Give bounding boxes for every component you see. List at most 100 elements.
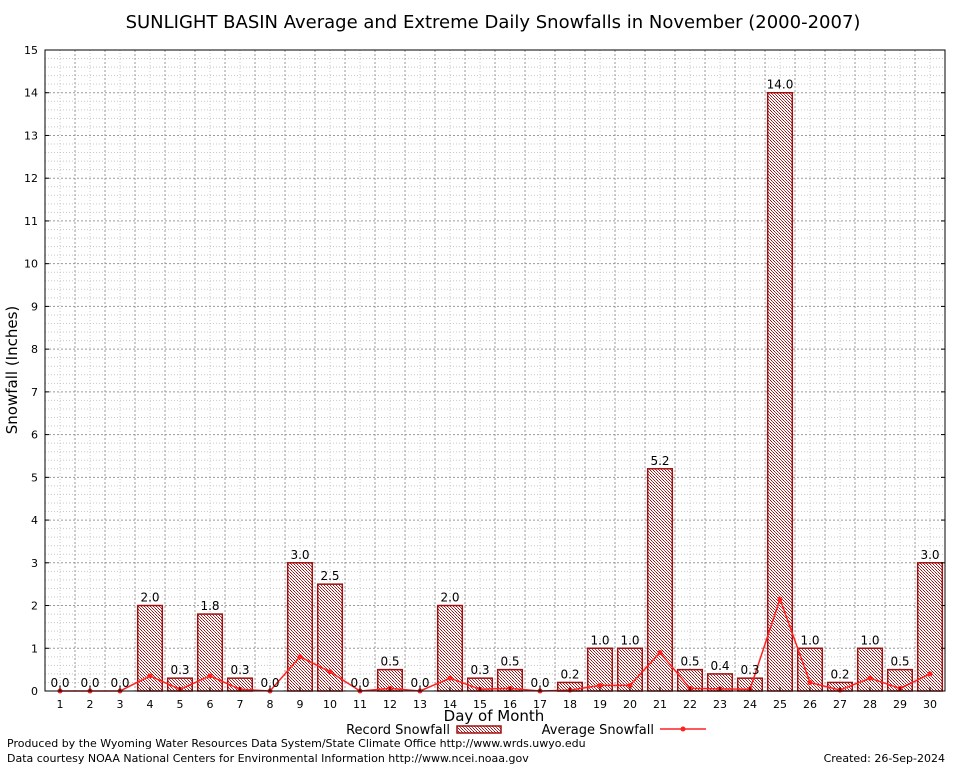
- record-bar-label: 0.2: [560, 667, 579, 681]
- plot-frame: [44, 49, 946, 692]
- y-tick-label: 1: [31, 642, 38, 655]
- average-point: [147, 673, 153, 679]
- x-tick-label: 9: [297, 698, 304, 711]
- record-bar: [646, 468, 674, 692]
- x-tick-label: 16: [503, 698, 517, 711]
- x-tick-label: 4: [147, 698, 154, 711]
- y-tick-label: 13: [24, 129, 38, 142]
- record-bar-label: 14.0: [767, 78, 794, 92]
- x-tick-label: 18: [563, 698, 577, 711]
- y-tick-label: 14: [24, 87, 38, 100]
- record-bar-label: 0.0: [410, 676, 429, 690]
- legend-record-swatch: [456, 725, 502, 734]
- y-tick-label: 9: [31, 300, 38, 313]
- x-tick-label: 2: [87, 698, 94, 711]
- record-bar-label: 0.3: [470, 663, 489, 677]
- x-tick-label: 28: [863, 698, 877, 711]
- y-axis-label: Snowfall (Inches): [3, 306, 21, 434]
- x-tick-label: 24: [743, 698, 757, 711]
- record-bar-label: 0.0: [260, 676, 279, 690]
- x-tick-label: 20: [623, 698, 637, 711]
- record-bar-label: 2.5: [320, 569, 339, 583]
- y-tick-label: 12: [24, 172, 38, 185]
- record-bar-label: 0.3: [740, 663, 759, 677]
- average-point: [627, 682, 633, 688]
- record-bar-label: 0.5: [380, 655, 399, 669]
- x-tick-label: 21: [653, 698, 667, 711]
- record-bar-label: 0.0: [50, 676, 69, 690]
- average-point: [927, 671, 933, 677]
- x-tick-label: 22: [683, 698, 697, 711]
- record-bar: [316, 583, 344, 692]
- x-tick-label: 30: [923, 698, 937, 711]
- record-bar-label: 3.0: [290, 548, 309, 562]
- legend: Record Snowfall Average Snowfall: [346, 723, 706, 738]
- record-bar-label: 0.4: [710, 659, 729, 673]
- grid: [45, 50, 945, 691]
- average-point: [207, 673, 213, 679]
- x-tick-label: 3: [117, 698, 124, 711]
- y-tick-label: 11: [24, 215, 38, 228]
- footer-created: Created: 26-Sep-2024: [823, 752, 945, 765]
- y-tick-label: 3: [31, 557, 38, 570]
- bars: [136, 91, 944, 692]
- x-axis-label: Day of Month: [444, 707, 545, 725]
- y-tick-label: 15: [24, 44, 38, 57]
- record-bar-label: 0.5: [890, 655, 909, 669]
- record-bar-label: 0.3: [230, 663, 249, 677]
- x-tick-label: 1: [57, 698, 64, 711]
- record-bar-label: 1.8: [200, 599, 219, 613]
- x-tick-label: 23: [713, 698, 727, 711]
- chart-title: SUNLIGHT BASIN Average and Extreme Daily…: [126, 12, 861, 33]
- average-series-line: [60, 596, 931, 692]
- y-tick-label: 8: [31, 343, 38, 356]
- record-bar-label: 0.3: [170, 663, 189, 677]
- record-bar-label: 0.5: [680, 655, 699, 669]
- record-bar-label: 0.0: [350, 676, 369, 690]
- legend-record-label: Record Snowfall: [346, 723, 450, 738]
- x-tick-label: 15: [473, 698, 487, 711]
- average-point: [597, 682, 603, 688]
- x-axis-ticks: 1 2 3 4 5 6 7 8 9 10 11 12 13 14 15 16 17 18 19 20 21 22 23 24 2…: [57, 687, 937, 711]
- y-tick-label: 2: [31, 600, 38, 613]
- y-tick-label: 5: [31, 471, 38, 484]
- x-tick-label: 19: [593, 698, 607, 711]
- record-bar-label: 2.0: [440, 591, 459, 605]
- footer-courtesy: Data courtesy NOAA National Centers for …: [7, 752, 529, 765]
- record-bar-label: 2.0: [140, 591, 159, 605]
- record-bar-label: 0.5: [500, 655, 519, 669]
- x-tick-label: 25: [773, 698, 787, 711]
- average-point: [777, 596, 783, 602]
- record-bar: [286, 562, 314, 692]
- x-tick-label: 11: [353, 698, 367, 711]
- legend-average-marker: [680, 726, 686, 732]
- x-tick-label: 12: [383, 698, 397, 711]
- average-point: [297, 654, 303, 660]
- record-bar-label: 0.2: [830, 667, 849, 681]
- average-point: [807, 679, 813, 685]
- x-tick-label: 10: [323, 698, 337, 711]
- record-bar-label: 5.2: [650, 454, 669, 468]
- average-point: [447, 675, 453, 681]
- x-tick-label: 8: [267, 698, 274, 711]
- record-bar: [856, 647, 884, 692]
- x-tick-label: 13: [413, 698, 427, 711]
- record-bar-label: 1.0: [590, 633, 609, 647]
- average-point: [327, 669, 333, 675]
- x-tick-label: 7: [237, 698, 244, 711]
- x-tick-label: 5: [177, 698, 184, 711]
- bar-labels: 0.0 0.0 0.0 2.0 0.3 1.8 0.3 0.0 3.0 2.5 0.0 0.5 0.0 2…: [50, 78, 939, 690]
- x-tick-label: 27: [833, 698, 847, 711]
- y-tick-label: 4: [31, 514, 38, 527]
- record-bar: [916, 562, 944, 692]
- record-bar-label: 1.0: [620, 633, 639, 647]
- x-tick-label: 29: [893, 698, 907, 711]
- footer-produced-by: Produced by the Wyoming Water Resources …: [7, 737, 586, 750]
- x-tick-label: 17: [533, 698, 547, 711]
- x-tick-label: 26: [803, 698, 817, 711]
- average-point: [867, 675, 873, 681]
- y-tick-label: 0: [31, 685, 38, 698]
- record-bar-label: 3.0: [920, 548, 939, 562]
